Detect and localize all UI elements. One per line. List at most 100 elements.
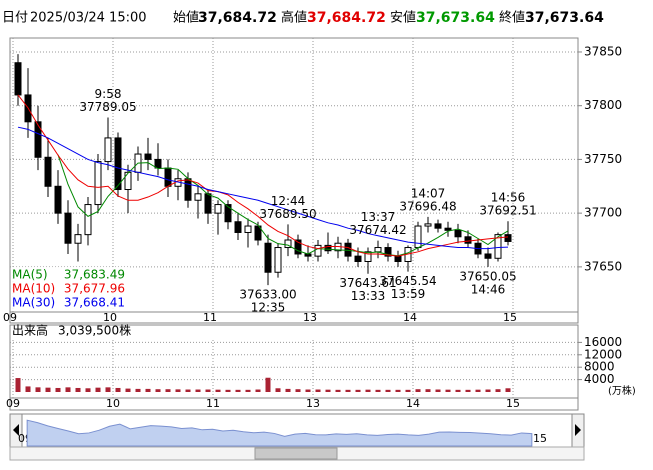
candle-body — [104, 137, 112, 163]
candle-body — [394, 255, 402, 262]
candle-body — [314, 244, 322, 257]
volume-bar — [65, 387, 71, 392]
volume-bar — [345, 389, 351, 392]
candle-body — [54, 185, 62, 214]
volume-bar — [155, 389, 161, 392]
annotation-value: 37696.48 — [399, 199, 456, 213]
price-panel — [9, 37, 579, 324]
volume-bar — [355, 389, 361, 392]
candle-body — [484, 253, 492, 259]
high-label: 高値 — [281, 10, 307, 26]
volume-bar — [55, 387, 61, 392]
candle-body — [424, 223, 432, 227]
candle-body — [214, 204, 222, 214]
volume-bar — [125, 388, 131, 392]
candle-body — [294, 239, 302, 255]
candle-body — [344, 242, 352, 257]
ma-line — [17, 94, 509, 257]
volume-bar — [195, 389, 201, 392]
x-tick-label: 09 — [3, 311, 17, 324]
legend-value: 37,668.41 — [64, 296, 125, 310]
x-tick-label: 14 — [403, 311, 417, 324]
volume-bar — [465, 389, 471, 392]
candle-body — [494, 234, 502, 259]
volume-bar — [145, 388, 151, 392]
candle-body — [144, 153, 152, 160]
navigator-area — [26, 419, 533, 447]
y-tick-label: 37850 — [584, 44, 622, 58]
volume-title: 出来高 — [12, 323, 48, 338]
navigator-label: 15 — [533, 432, 547, 445]
y-tick-label: 8000 — [584, 360, 615, 374]
volume-bar — [285, 388, 291, 392]
candle-body — [224, 204, 232, 223]
volume-bar — [85, 388, 91, 392]
x-tick-label: 15 — [503, 311, 517, 324]
volume-bar — [475, 389, 481, 392]
volume-bar — [135, 388, 141, 392]
volume-bar — [495, 389, 501, 392]
open-value: 37,684.72 — [198, 10, 277, 26]
x-tick-label: 11 — [206, 397, 220, 410]
y-tick-label: 16000 — [584, 335, 622, 349]
x-tick-label: 14 — [406, 397, 420, 410]
annotation-time: 13:37 — [361, 210, 396, 224]
candle-body — [84, 204, 92, 236]
volume-bar — [275, 388, 281, 392]
candle-body — [44, 156, 52, 187]
candle-body — [34, 121, 42, 158]
open-label: 始値 — [173, 10, 199, 26]
volume-bar — [75, 387, 81, 392]
candle-body — [434, 223, 442, 229]
candle-body — [74, 234, 82, 244]
y-tick-label: 4000 — [584, 372, 615, 386]
volume-bar — [365, 389, 371, 392]
annotation-value: 37692.51 — [479, 204, 536, 218]
volume-bar — [485, 389, 491, 392]
volume-bar — [445, 389, 451, 392]
volume-bar — [25, 386, 31, 392]
close-label: 終値 — [499, 10, 525, 26]
y-tick-label: 37700 — [584, 206, 622, 220]
candle-body — [454, 229, 462, 238]
candle-body — [274, 247, 282, 273]
date: 2025/03/24 15:00 — [30, 11, 147, 26]
volume-bar — [425, 389, 431, 392]
candle-body — [204, 193, 212, 214]
candle-body — [154, 158, 162, 169]
annotation-time: 9:58 — [95, 87, 122, 101]
candle-body — [164, 167, 172, 187]
volume-bar — [115, 387, 121, 392]
annotation-value: 37643.61 — [339, 276, 396, 290]
volume-bar — [105, 387, 111, 392]
candle-body — [264, 242, 272, 273]
volume-bar — [455, 389, 461, 392]
annotation-time: 14:46 — [471, 282, 506, 296]
volume-bar — [415, 389, 421, 392]
volume-bar — [375, 389, 381, 392]
volume-bar — [215, 389, 221, 392]
candle-body — [354, 255, 362, 262]
volume-bar — [255, 389, 261, 392]
candle-body — [184, 178, 192, 201]
annotation-value: 37689.50 — [259, 207, 316, 221]
volume-bar — [335, 389, 341, 392]
low-value: 37,673.64 — [416, 10, 495, 26]
candle-body — [124, 171, 132, 191]
candle-body — [94, 161, 102, 206]
annotation-value: 37674.42 — [349, 223, 406, 237]
volume-bar — [385, 389, 391, 392]
volume-bar — [235, 389, 241, 392]
legend-name: MA(30) — [12, 296, 55, 310]
x-tick-label: 10 — [103, 311, 117, 324]
volume-bar — [205, 389, 211, 392]
y-tick-label: 12000 — [584, 347, 622, 361]
annotation-time: 13:33 — [351, 289, 386, 303]
candle-body — [244, 225, 252, 233]
volume-bar — [45, 387, 51, 392]
date-label: 日付 — [2, 11, 28, 26]
scroll-thumb[interactable] — [254, 447, 338, 460]
volume-bar — [405, 389, 411, 392]
legend-name: MA(5) — [12, 268, 48, 282]
